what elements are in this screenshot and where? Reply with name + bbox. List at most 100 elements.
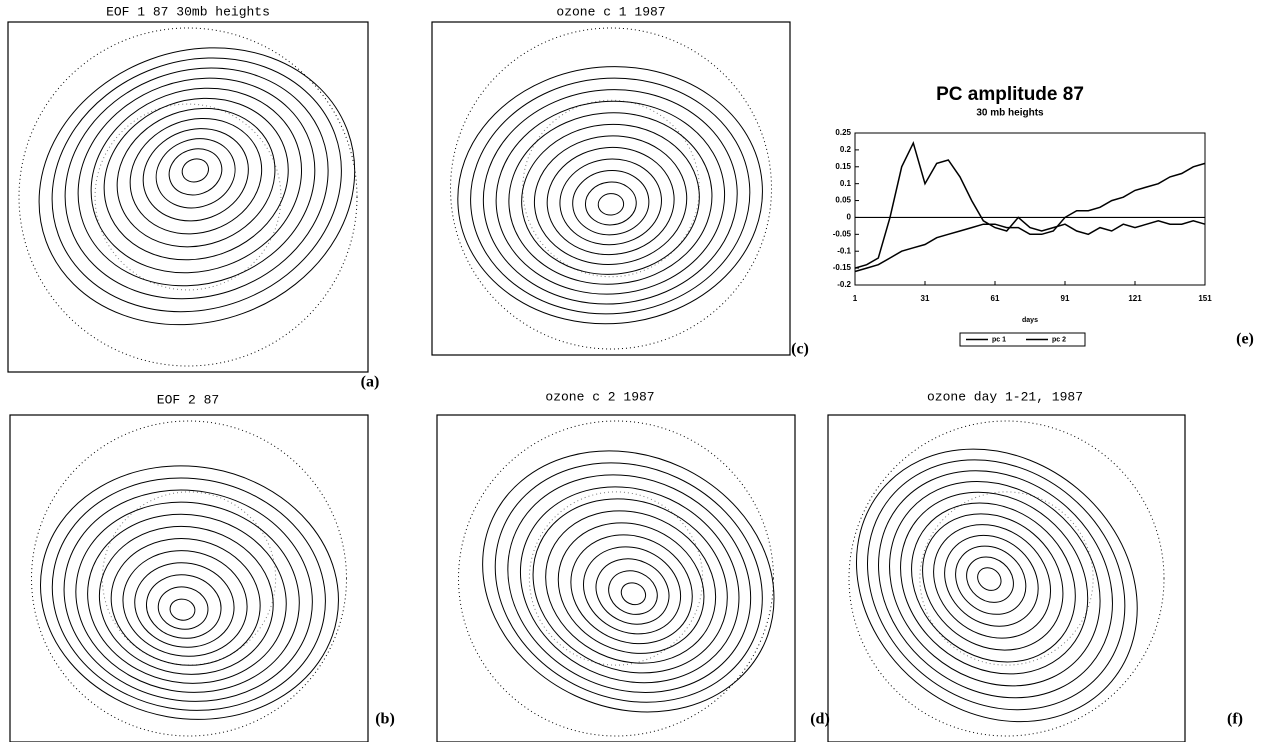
x-tick-label: 61 xyxy=(991,294,1000,303)
x-tick-label: 151 xyxy=(1198,294,1212,303)
contour xyxy=(64,67,329,300)
contour xyxy=(169,598,196,621)
contour xyxy=(533,135,688,265)
contour xyxy=(103,97,289,261)
contour xyxy=(51,477,326,711)
contour xyxy=(597,193,625,216)
contour xyxy=(856,448,1138,723)
contour xyxy=(545,510,717,664)
contour xyxy=(559,158,662,246)
x-tick-label: 1 xyxy=(853,294,858,303)
contour xyxy=(966,556,1014,603)
contour xyxy=(470,77,751,315)
contour xyxy=(933,524,1052,639)
y-tick-label: 0.15 xyxy=(835,162,851,171)
y-tick-label: 0 xyxy=(847,213,852,222)
series-line xyxy=(854,141,1206,269)
x-axis-label: days xyxy=(1022,317,1038,324)
contour xyxy=(977,567,1002,591)
contour xyxy=(532,498,728,674)
contour xyxy=(582,546,682,635)
contour xyxy=(457,66,763,325)
plot-frame xyxy=(854,132,1206,286)
contour xyxy=(181,158,209,183)
contour xyxy=(557,522,705,654)
contour xyxy=(122,550,248,657)
x-tick-label: 31 xyxy=(921,294,930,303)
chart-title: PC amplitude 87 xyxy=(936,84,1084,105)
latitude-circle xyxy=(458,420,774,737)
contour xyxy=(494,462,763,703)
y-tick-label: -0.15 xyxy=(833,263,852,272)
y-tick-label: 0.05 xyxy=(835,196,851,205)
contour xyxy=(944,534,1039,627)
contour xyxy=(98,525,274,675)
latitude-circle xyxy=(919,491,1094,666)
contour xyxy=(75,501,300,693)
latitude-circle xyxy=(528,491,704,666)
contour xyxy=(608,570,658,615)
panel-label: (d) xyxy=(810,711,830,728)
x-tick-label: 91 xyxy=(1061,294,1070,303)
contour xyxy=(572,170,650,236)
panel-label: (e) xyxy=(1236,331,1254,348)
legend-box xyxy=(959,332,1086,347)
panel-label: (a) xyxy=(361,374,380,391)
contour xyxy=(134,562,235,648)
contour xyxy=(146,574,222,639)
y-tick-label: -0.1 xyxy=(837,246,851,255)
contour xyxy=(77,77,316,287)
latitude-circle xyxy=(101,491,277,666)
panel-label: (b) xyxy=(375,711,395,728)
contour xyxy=(508,112,713,285)
panel-title: ozone c 2 1987 xyxy=(545,389,654,404)
chart-subtitle: 30 mb heights xyxy=(976,108,1044,119)
contour xyxy=(546,146,675,256)
contour xyxy=(507,474,752,693)
contour xyxy=(889,480,1101,687)
y-tick-label: -0.05 xyxy=(833,229,852,238)
latitude-circle xyxy=(94,103,282,291)
latitude-circle xyxy=(848,420,1165,737)
legend-label: pc 2 xyxy=(1052,336,1066,343)
contour xyxy=(38,47,356,326)
contour xyxy=(116,107,276,248)
contour xyxy=(867,459,1126,711)
contour xyxy=(155,138,236,209)
contour xyxy=(878,470,1113,699)
y-tick-label: 0.2 xyxy=(840,145,852,154)
contour xyxy=(157,586,209,630)
panel-label: (c) xyxy=(791,341,809,358)
latitude-circle xyxy=(450,27,772,350)
panel-title: ozone day 1-21, 1987 xyxy=(927,389,1083,404)
contour xyxy=(495,100,726,295)
y-tick-label: 0.25 xyxy=(835,128,851,137)
contour xyxy=(90,87,303,274)
panel-label: (f) xyxy=(1227,711,1243,728)
contour xyxy=(142,128,249,222)
contour xyxy=(521,123,700,275)
contour xyxy=(110,538,261,666)
legend-label: pc 1 xyxy=(992,336,1006,343)
y-tick-label: 0.1 xyxy=(840,179,852,188)
contour xyxy=(922,513,1064,651)
panel-title: EOF 2 87 xyxy=(157,392,219,407)
contour xyxy=(955,545,1027,615)
panel-title: EOF 1 87 30mb heights xyxy=(106,4,270,19)
contour xyxy=(87,513,287,684)
contour xyxy=(911,502,1076,663)
contour xyxy=(620,582,647,606)
y-tick-label: -0.2 xyxy=(837,280,851,289)
contour xyxy=(129,118,263,235)
contour xyxy=(595,558,670,625)
contour xyxy=(51,57,342,313)
map-frame xyxy=(436,414,796,743)
map-frame xyxy=(431,21,791,356)
contour xyxy=(482,450,775,713)
x-tick-label: 121 xyxy=(1128,294,1142,303)
map-frame xyxy=(7,21,369,373)
contour xyxy=(40,465,339,720)
contour xyxy=(570,534,693,645)
contour xyxy=(168,148,223,196)
